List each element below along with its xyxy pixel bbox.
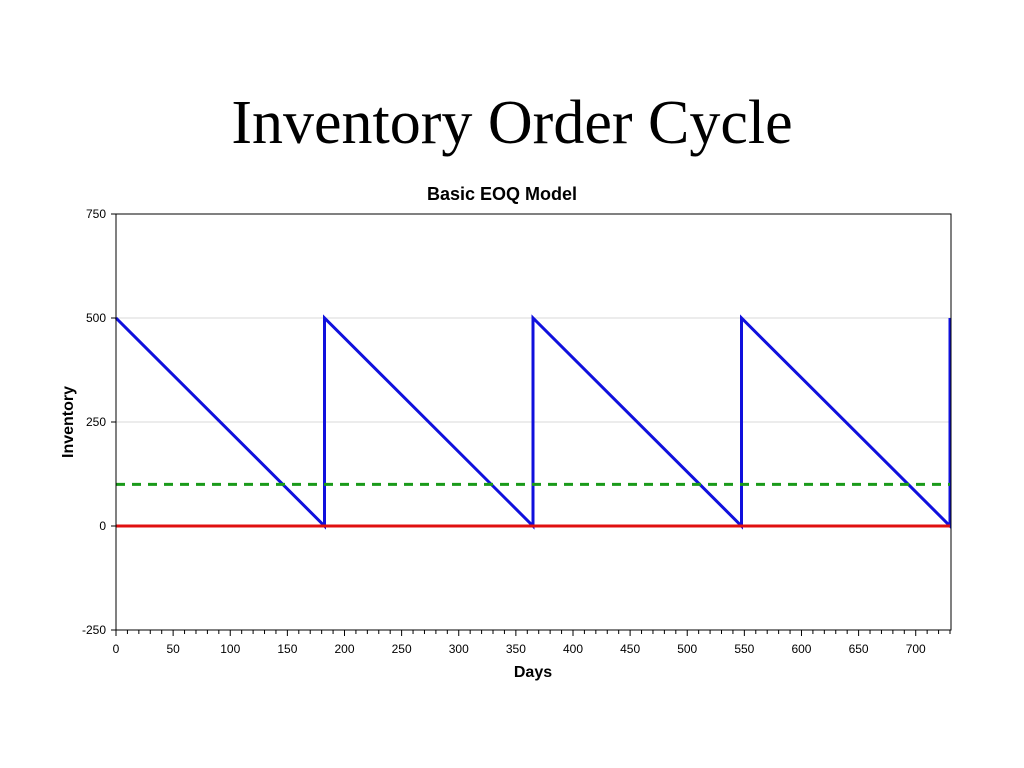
x-tick-label: 350 [506, 642, 526, 656]
x-tick-label: 450 [620, 642, 640, 656]
x-tick-label: 0 [113, 642, 120, 656]
y-tick-label: -250 [82, 623, 106, 637]
x-tick-label: 50 [166, 642, 180, 656]
x-tick-label: 300 [449, 642, 469, 656]
slide-title: Inventory Order Cycle [231, 89, 793, 157]
x-tick-label: 650 [849, 642, 869, 656]
y-tick-label: 250 [86, 415, 106, 429]
x-tick-label: 200 [334, 642, 354, 656]
x-tick-label: 400 [563, 642, 583, 656]
y-tick-label: 750 [86, 207, 106, 221]
chart-title: Basic EOQ Model [427, 184, 577, 204]
y-axis: -250 0 250 500 750 [82, 207, 116, 637]
y-tick-label: 0 [99, 519, 106, 533]
series-lines [114, 314, 952, 530]
x-tick-label: 100 [220, 642, 240, 656]
x-tick-label: 550 [734, 642, 754, 656]
y-tick-label: 500 [86, 311, 106, 325]
series-line-1 [114, 314, 952, 530]
x-axis-label: Days [514, 664, 552, 681]
x-tick-label: 250 [392, 642, 412, 656]
x-tick-label: 150 [277, 642, 297, 656]
x-tick-label: 600 [791, 642, 811, 656]
y-axis-label: Inventory [60, 386, 77, 458]
x-tick-label: 500 [677, 642, 697, 656]
x-axis: 0 50 100 150 200 250 300 350 400 450 500 550 600 650 7… [113, 630, 951, 656]
x-tick-label: 700 [906, 642, 926, 656]
